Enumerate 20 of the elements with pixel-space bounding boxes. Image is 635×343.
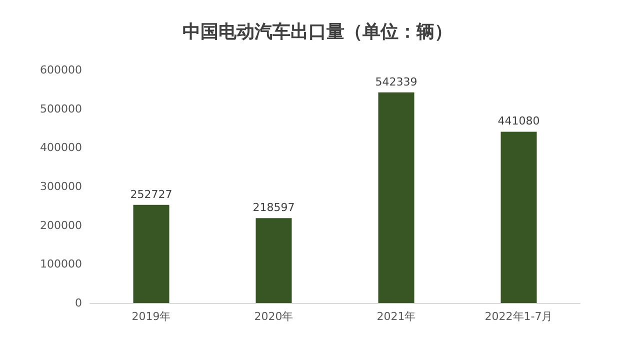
y-tick-label: 200000 [40, 218, 82, 232]
bar [133, 204, 170, 303]
chart-title: 中国电动汽车出口量（单位：辆） [182, 22, 452, 42]
y-tick-label: 100000 [40, 258, 82, 271]
data-label: 252727 [130, 188, 172, 201]
bar [500, 132, 537, 303]
data-label: 542339 [375, 75, 418, 88]
y-tick-label: 0 [75, 296, 82, 310]
data-label: 441080 [498, 114, 540, 128]
y-tick-label: 300000 [40, 180, 82, 193]
y-tick-label: 500000 [40, 102, 82, 116]
x-tick-label: 2022年1-7月 [484, 310, 553, 323]
data-label: 218597 [252, 201, 295, 214]
x-tick-label: 2019年 [132, 310, 171, 323]
x-tick-label: 2020年 [254, 310, 294, 323]
bar [378, 92, 414, 303]
x-tick-label: 2021年 [376, 310, 416, 323]
y-tick-label: 600000 [40, 64, 82, 76]
bar [256, 218, 292, 303]
y-tick-label: 400000 [40, 141, 82, 154]
